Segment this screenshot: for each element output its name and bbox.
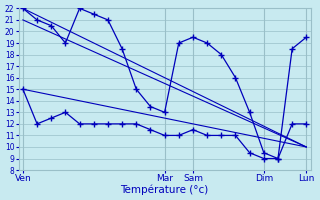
X-axis label: Température (°c): Température (°c): [121, 185, 209, 195]
